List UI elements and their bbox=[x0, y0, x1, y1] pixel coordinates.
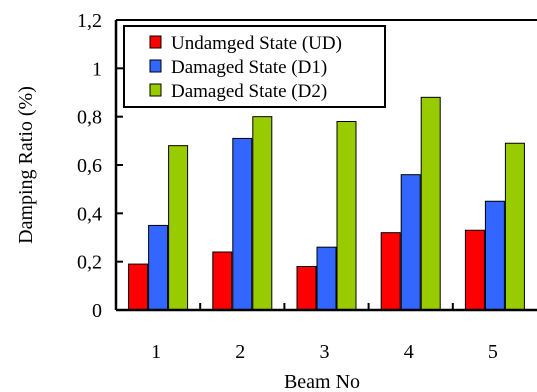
legend-swatch-series-2 bbox=[149, 59, 162, 73]
bar-series-1-beam-5 bbox=[464, 229, 485, 311]
bar-series-1-beam-4 bbox=[380, 232, 401, 311]
legend-label-series-3: Damaged State (D2) bbox=[171, 81, 327, 102]
x-tick-label: 4 bbox=[404, 341, 414, 363]
y-tick-label: 1 bbox=[92, 58, 102, 80]
x-tick-label: 5 bbox=[488, 341, 498, 363]
legend-swatch-series-1 bbox=[149, 35, 162, 49]
bars-group bbox=[128, 96, 525, 311]
y-tick-label: 0,4 bbox=[77, 203, 102, 225]
bar-series-2-beam-5 bbox=[484, 200, 505, 311]
bar-series-2-beam-4 bbox=[400, 174, 421, 311]
y-tick-label: 0,2 bbox=[77, 252, 102, 274]
x-tick-label: 1 bbox=[151, 341, 161, 363]
bar-series-3-beam-2 bbox=[252, 116, 273, 311]
bar-series-1-beam-3 bbox=[296, 266, 317, 311]
legend-label-series-1: Undamged State (UD) bbox=[171, 33, 342, 54]
bar-series-3-beam-4 bbox=[420, 96, 441, 311]
y-tick-label: 0 bbox=[92, 300, 102, 322]
x-axis-title: Beam No bbox=[284, 371, 360, 392]
legend-label-series-2: Damaged State (D1) bbox=[171, 57, 327, 78]
bar-series-3-beam-1 bbox=[168, 145, 189, 311]
legend: Undamged State (UD) Damaged State (D1) Dam… bbox=[123, 25, 386, 108]
legend-swatch-series-3 bbox=[149, 83, 162, 97]
y-tick-label: 0,6 bbox=[77, 155, 102, 177]
bar-series-1-beam-2 bbox=[212, 251, 233, 311]
y-axis-title: Damping Ratio (%) bbox=[15, 86, 37, 244]
y-tick-label: 1,2 bbox=[77, 10, 102, 32]
bar-series-1-beam-1 bbox=[128, 263, 149, 311]
legend-box bbox=[123, 25, 386, 108]
y-tick-label: 0,8 bbox=[77, 107, 102, 129]
x-tick-label: 2 bbox=[235, 341, 245, 363]
bar-series-3-beam-5 bbox=[504, 142, 525, 311]
x-tick-label: 3 bbox=[320, 341, 330, 363]
bar-series-3-beam-3 bbox=[336, 121, 357, 311]
y-tick-labels: 0 0,2 0,4 0,6 0,8 1 1,2 bbox=[77, 10, 102, 322]
x-tick-labels: 1 2 3 4 5 bbox=[151, 341, 498, 363]
bar-series-2-beam-1 bbox=[148, 224, 169, 311]
axes-group bbox=[114, 19, 537, 312]
bar-series-2-beam-2 bbox=[232, 137, 253, 311]
bar-series-2-beam-3 bbox=[316, 246, 337, 311]
